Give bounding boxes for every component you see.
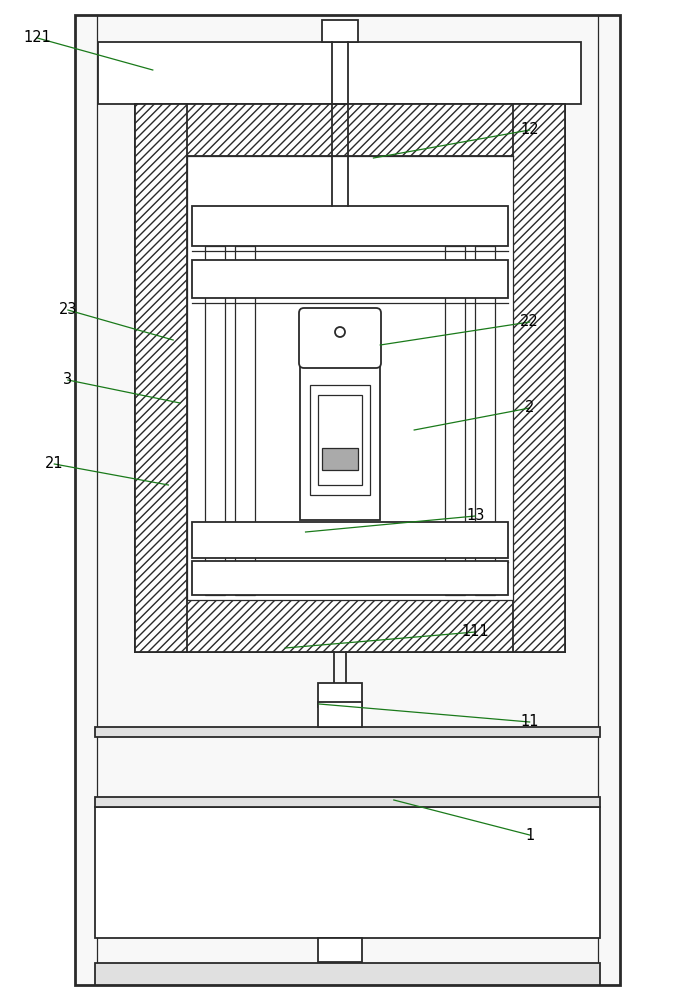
Bar (205, 246, 225, 595)
Bar (318, 938, 362, 962)
Bar (235, 246, 255, 595)
Bar (135, 104, 565, 156)
Bar (445, 246, 465, 595)
Text: 111: 111 (462, 624, 489, 640)
Text: 21: 21 (45, 456, 64, 472)
Bar (318, 395, 362, 485)
Bar (98, 42, 581, 104)
Bar (318, 702, 362, 727)
Bar (95, 727, 600, 737)
Bar (322, 448, 358, 470)
Bar (135, 104, 565, 652)
Text: 2: 2 (525, 400, 534, 416)
Bar (95, 797, 600, 807)
FancyBboxPatch shape (299, 308, 381, 368)
Text: 121: 121 (23, 30, 52, 45)
Bar (192, 522, 508, 558)
Bar (310, 385, 370, 495)
Bar (322, 20, 358, 42)
Bar (475, 246, 495, 595)
Text: 12: 12 (520, 122, 539, 137)
Bar (95, 963, 600, 985)
Bar (192, 561, 508, 595)
Text: 3: 3 (63, 372, 73, 387)
Bar (300, 355, 380, 520)
Bar (187, 156, 513, 600)
Bar (95, 807, 600, 938)
Bar (318, 683, 362, 707)
Bar (192, 206, 508, 246)
Bar (135, 104, 187, 652)
Text: 1: 1 (525, 828, 534, 842)
Bar (135, 600, 565, 652)
Text: 23: 23 (58, 302, 77, 318)
Bar (75, 15, 620, 985)
Bar (192, 260, 508, 298)
Text: 11: 11 (520, 714, 539, 730)
Text: 13: 13 (466, 508, 485, 524)
Bar (513, 104, 565, 652)
Text: 22: 22 (520, 314, 539, 330)
